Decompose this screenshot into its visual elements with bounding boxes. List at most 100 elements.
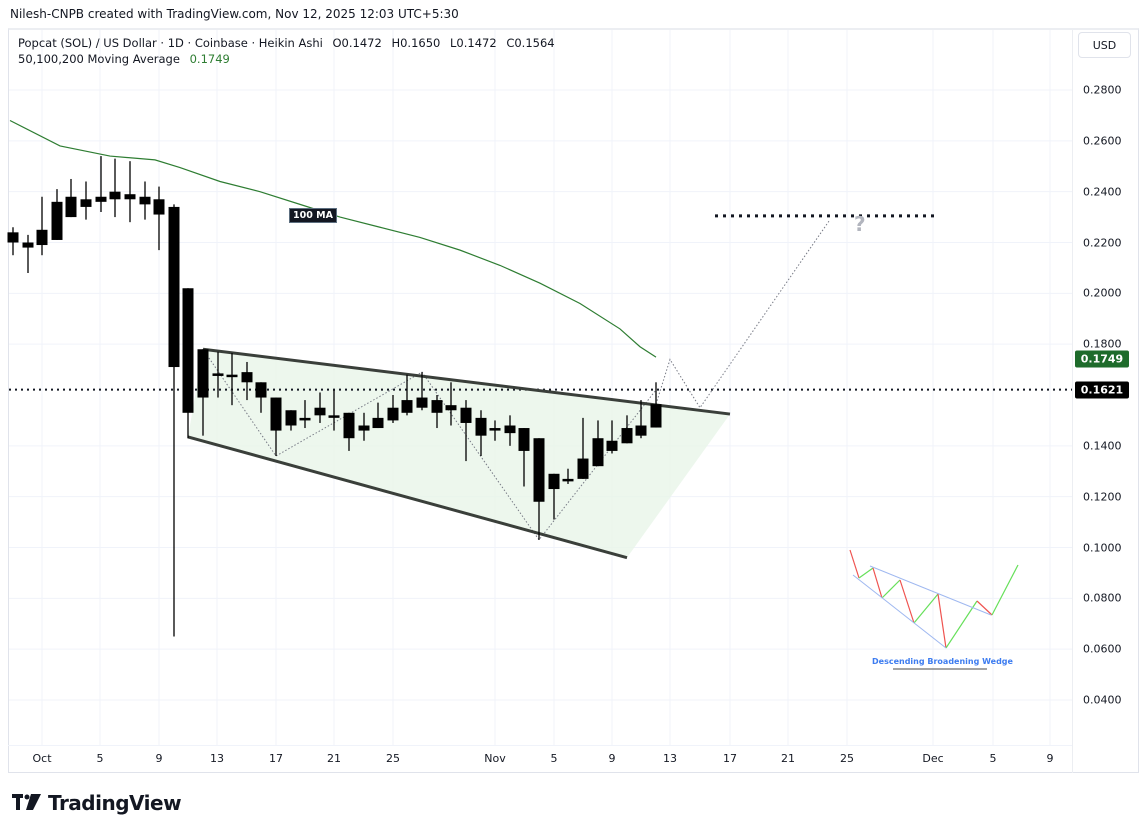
time-axis-label: 5 (550, 752, 558, 765)
candle[interactable] (533, 438, 545, 540)
symbol-title[interactable]: Popcat (SOL) / US Dollar · 1D · Coinbase… (18, 36, 323, 50)
candle[interactable] (124, 161, 136, 223)
chart-credit: Nilesh-CNPB created with TradingView.com… (10, 7, 459, 21)
candle-body (431, 400, 443, 413)
last-price-tag: 0.1621 (1075, 381, 1129, 399)
candle[interactable] (182, 288, 194, 439)
candle-body (635, 425, 647, 436)
candle-body (533, 438, 545, 502)
candle[interactable] (168, 204, 180, 637)
candle-body (285, 410, 297, 426)
candle[interactable] (80, 181, 92, 220)
candle[interactable] (562, 468, 574, 484)
candle[interactable] (372, 402, 384, 429)
indicator-row: 50,100,200 Moving Average 0.1749 (18, 51, 555, 67)
indicator-name[interactable]: 50,100,200 Moving Average (18, 52, 180, 66)
candle-body (124, 194, 136, 200)
candle[interactable] (621, 415, 633, 444)
candle[interactable] (197, 349, 209, 436)
tradingview-logo-text: TradingView (48, 791, 182, 815)
inset-down-leg (872, 567, 883, 599)
candle[interactable] (314, 392, 326, 423)
time-axis-label: 9 (155, 752, 163, 765)
candle[interactable] (51, 189, 63, 240)
candle[interactable] (270, 397, 282, 457)
candle-body (212, 373, 224, 376)
candle[interactable] (95, 156, 107, 213)
candle[interactable] (401, 374, 413, 416)
price-axis-divider (1072, 28, 1073, 773)
moving-average-line (9, 119, 657, 358)
candle[interactable] (518, 428, 530, 487)
candle-body (51, 201, 63, 240)
candle[interactable] (7, 227, 19, 256)
projection-dotted-path (655, 219, 831, 409)
tradingview-logo[interactable]: TradingView (12, 791, 182, 815)
candle-body (328, 415, 340, 418)
candle[interactable] (241, 361, 253, 401)
price-axis-label: 0.2000 (1083, 286, 1122, 300)
candle-body (518, 428, 530, 451)
time-axis-label: 21 (327, 752, 341, 765)
candle[interactable] (212, 351, 224, 398)
candle[interactable] (548, 473, 560, 520)
candle[interactable] (299, 400, 311, 429)
candle-body (80, 199, 92, 207)
candle[interactable] (255, 382, 267, 413)
symbol-row: Popcat (SOL) / US Dollar · 1D · Coinbase… (18, 35, 555, 51)
candle-body (255, 382, 267, 398)
candle-body (343, 412, 355, 439)
candle-body (460, 407, 472, 423)
candle-body (7, 232, 19, 243)
candle[interactable] (650, 382, 662, 428)
candle[interactable] (285, 410, 297, 431)
price-axis-label: 0.1000 (1083, 541, 1122, 554)
candle[interactable] (635, 400, 647, 439)
candle[interactable] (431, 395, 443, 429)
time-axis-label: 9 (1046, 752, 1054, 765)
candle-body (577, 458, 589, 479)
inset-up-leg (913, 593, 939, 624)
candle[interactable] (475, 410, 487, 457)
candle[interactable] (343, 412, 355, 451)
candle-body (445, 405, 457, 411)
price-axis-label: 0.1200 (1083, 490, 1122, 504)
candle-body (270, 397, 282, 431)
inset-down-leg (899, 579, 915, 624)
inset-down-leg (976, 600, 993, 616)
candle[interactable] (36, 196, 48, 256)
wedge-upper-trendline (202, 347, 731, 416)
candle[interactable] (328, 389, 340, 431)
time-axis-label: Oct (32, 752, 52, 765)
candle[interactable] (489, 420, 501, 441)
candle[interactable] (109, 158, 121, 218)
candle[interactable] (592, 420, 604, 467)
candle[interactable] (416, 372, 428, 411)
candle[interactable] (387, 395, 399, 423)
candle[interactable] (22, 234, 34, 274)
candle[interactable] (460, 400, 472, 462)
candle-body (358, 425, 370, 431)
ohlc-low: L0.1472 (450, 36, 497, 50)
candle[interactable] (606, 420, 618, 454)
candle-body (109, 191, 121, 200)
candle[interactable] (504, 415, 516, 446)
candle[interactable] (226, 353, 238, 406)
candle[interactable] (358, 412, 370, 441)
candle[interactable] (65, 178, 77, 218)
candle-body (182, 288, 194, 413)
candle-body (592, 438, 604, 467)
candle[interactable] (445, 382, 457, 426)
time-axis-label: Dec (922, 752, 944, 765)
candle[interactable] (153, 186, 165, 251)
candle[interactable] (139, 181, 151, 220)
candle[interactable] (577, 417, 589, 479)
time-axis-label: 13 (210, 752, 224, 765)
candle-body (387, 407, 399, 421)
candle-body (372, 417, 384, 429)
wedge-lower-trendline (187, 435, 628, 560)
currency-button[interactable]: USD (1078, 32, 1131, 58)
ohlc-close: C0.1564 (506, 36, 555, 50)
candle-body (241, 372, 253, 383)
